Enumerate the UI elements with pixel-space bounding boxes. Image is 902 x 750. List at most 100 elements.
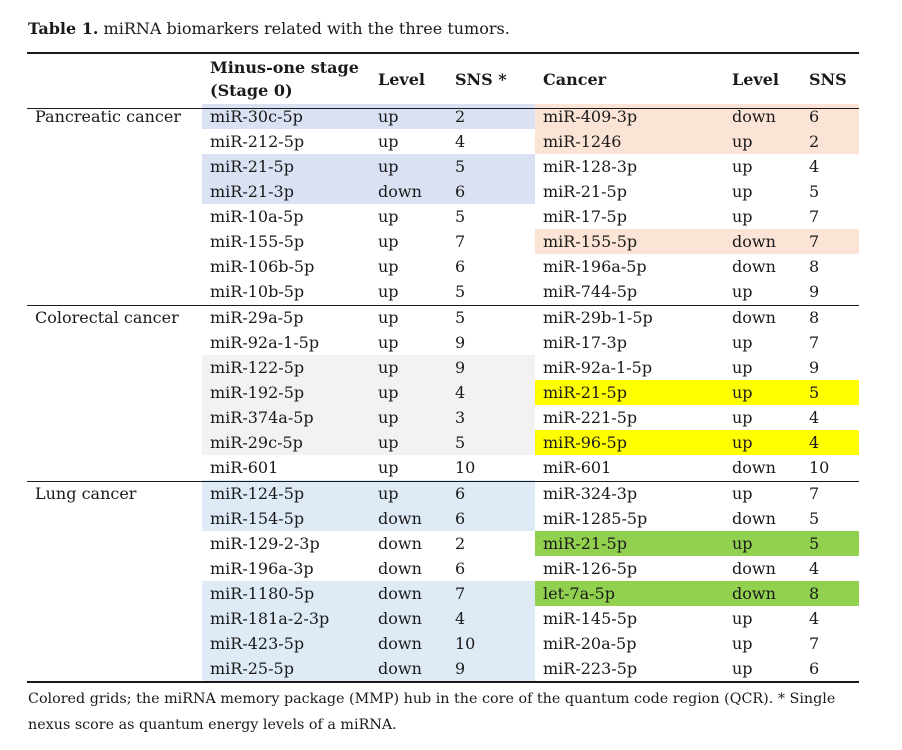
stage0-level-cell: up	[378, 458, 399, 477]
table-row: miR-1180-5p down 7 let-7a-5p down 8	[27, 581, 859, 606]
header-rule	[27, 108, 859, 109]
stage0-mirna-cell: miR-154-5p	[202, 506, 370, 531]
stage0-mirna-cell: miR-212-5p	[210, 132, 305, 151]
group-name-cell: Pancreatic cancer	[35, 107, 181, 126]
stage0-sns-cell: 6	[455, 257, 466, 276]
cancer-level-cell: up	[724, 380, 801, 405]
cancer-mirna-cell: miR-21-5p	[535, 380, 724, 405]
cancer-level-cell: up	[732, 408, 753, 427]
group-name-cell	[27, 380, 202, 405]
stage0-mirna-cell: miR-124-5p	[202, 480, 370, 506]
stage0-sns-cell: 3	[447, 405, 535, 430]
cancer-sns-cell: 6	[809, 659, 820, 678]
stage0-sns-cell: 7	[455, 232, 466, 251]
caption-label: Table 1.	[28, 19, 99, 38]
header-level: Level	[378, 69, 425, 89]
cancer-sns-cell: 7	[809, 207, 820, 226]
stage0-sns-cell: 9	[447, 656, 535, 681]
stage0-sns-cell: 4	[447, 380, 535, 405]
table-caption: Table 1. miRNA biomarkers related with t…	[28, 19, 510, 38]
cancer-sns-cell: 5	[809, 509, 820, 528]
cancer-sns-cell: 8	[809, 257, 820, 276]
table-row: miR-10b-5p up 5 miR-744-5p up 9	[27, 279, 859, 304]
stage0-mirna-cell: miR-10b-5p	[210, 282, 305, 301]
stage0-sns-cell: 6	[447, 506, 535, 531]
stage0-mirna-cell: miR-374a-5p	[202, 405, 370, 430]
cancer-mirna-cell: miR-21-5p	[543, 182, 627, 201]
cancer-mirna-cell: miR-223-5p	[543, 659, 638, 678]
stage0-level-cell: down	[378, 559, 422, 578]
stage0-mirna-cell: miR-155-5p	[210, 232, 305, 251]
stage0-mirna-cell: miR-122-5p	[202, 355, 370, 380]
mirna-table: Minus-one stage (Stage 0) Level SNS * Can…	[27, 54, 859, 681]
stage0-mirna-cell: miR-92a-1-5p	[210, 333, 320, 352]
cancer-mirna-cell: miR-221-5p	[543, 408, 638, 427]
stage0-level-cell: up	[370, 154, 447, 179]
group-name-cell	[27, 405, 202, 430]
group-name-cell	[27, 430, 202, 455]
table-row: miR-21-3p down 6 miR-21-5p up 5	[27, 179, 859, 204]
stage0-sns-cell: 5	[455, 282, 466, 301]
cancer-level-cell: up	[724, 430, 801, 455]
stage0-sns-cell: 7	[447, 581, 535, 606]
stage0-sns-cell: 4	[447, 606, 535, 631]
cancer-level-cell: up	[724, 531, 801, 556]
stage0-level-cell: down	[370, 631, 447, 656]
cancer-sns-cell: 5	[801, 531, 859, 556]
cancer-mirna-cell: miR-126-5p	[543, 559, 638, 578]
header-stage: Minus-one stage (Stage 0)	[210, 58, 359, 100]
stage0-mirna-cell: miR-21-3p	[202, 179, 370, 204]
cancer-level-cell: up	[732, 333, 753, 352]
bottom-rule	[27, 681, 859, 683]
group-name-cell	[27, 229, 202, 254]
cancer-level-cell: down	[732, 509, 776, 528]
cancer-sns-cell: 4	[801, 430, 859, 455]
header-row: Minus-one stage (Stage 0) Level SNS * Can…	[27, 54, 859, 104]
table-row: miR-129-2-3p down 2 miR-21-5p up 5	[27, 531, 859, 556]
cancer-sns-cell: 9	[809, 282, 820, 301]
stage0-mirna-cell: miR-601	[210, 458, 279, 477]
stage0-sns-cell: 2	[455, 534, 466, 553]
stage0-sns-cell: 5	[455, 207, 466, 226]
table-row: miR-21-5p up 5 miR-128-3p up 4	[27, 154, 859, 179]
stage0-mirna-cell: miR-1180-5p	[202, 581, 370, 606]
cancer-mirna-cell: miR-20a-5p	[543, 634, 637, 653]
cancer-level-cell: up	[724, 129, 801, 154]
cancer-mirna-cell: miR-155-5p	[535, 229, 724, 254]
stage0-mirna-cell: miR-10a-5p	[210, 207, 304, 226]
top-rule	[27, 52, 859, 54]
cancer-sns-cell: 10	[809, 458, 830, 477]
colorectal-rule	[27, 481, 859, 482]
stage0-mirna-cell: miR-29c-5p	[202, 430, 370, 455]
group-name-cell	[27, 631, 202, 656]
stage0-level-cell: down	[370, 506, 447, 531]
stage0-level-cell: up	[370, 480, 447, 506]
stage0-mirna-cell: miR-129-2-3p	[210, 534, 320, 553]
stage0-level-cell: up	[378, 257, 399, 276]
table-footnote: Colored grids; the miRNA memory package …	[28, 691, 836, 733]
stage0-level-cell: down	[370, 656, 447, 681]
cancer-mirna-cell: miR-29b-1-5p	[543, 307, 653, 327]
stage0-sns-cell: 9	[447, 355, 535, 380]
cancer-level-cell: down	[724, 581, 801, 606]
cancer-mirna-cell: miR-145-5p	[543, 609, 638, 628]
cancer-mirna-cell: miR-128-3p	[543, 157, 638, 176]
group-name-cell	[27, 656, 202, 681]
cancer-mirna-cell: miR-196a-5p	[543, 257, 647, 276]
group-name-cell	[27, 355, 202, 380]
caption-text: miRNA biomarkers related with the three …	[98, 19, 510, 38]
header-cancer: Cancer	[543, 69, 607, 89]
stage0-level-cell: up	[370, 355, 447, 380]
header-sns: SNS *	[455, 69, 507, 89]
group-name-cell	[27, 531, 202, 556]
cancer-sns-cell: 8	[801, 581, 859, 606]
stage0-mirna-cell: miR-196a-3p	[210, 559, 314, 578]
table-row: miR-196a-3p down 6 miR-126-5p down 4	[27, 556, 859, 581]
table-row: miR-29c-5p up 5 miR-96-5p up 4	[27, 430, 859, 455]
cancer-sns-cell: 4	[809, 609, 820, 628]
cancer-sns-cell: 5	[801, 380, 859, 405]
cancer-level-cell: up	[732, 157, 753, 176]
group-name-cell	[27, 506, 202, 531]
stage0-sns-cell: 5	[447, 430, 535, 455]
cancer-level-cell: down	[732, 307, 776, 327]
